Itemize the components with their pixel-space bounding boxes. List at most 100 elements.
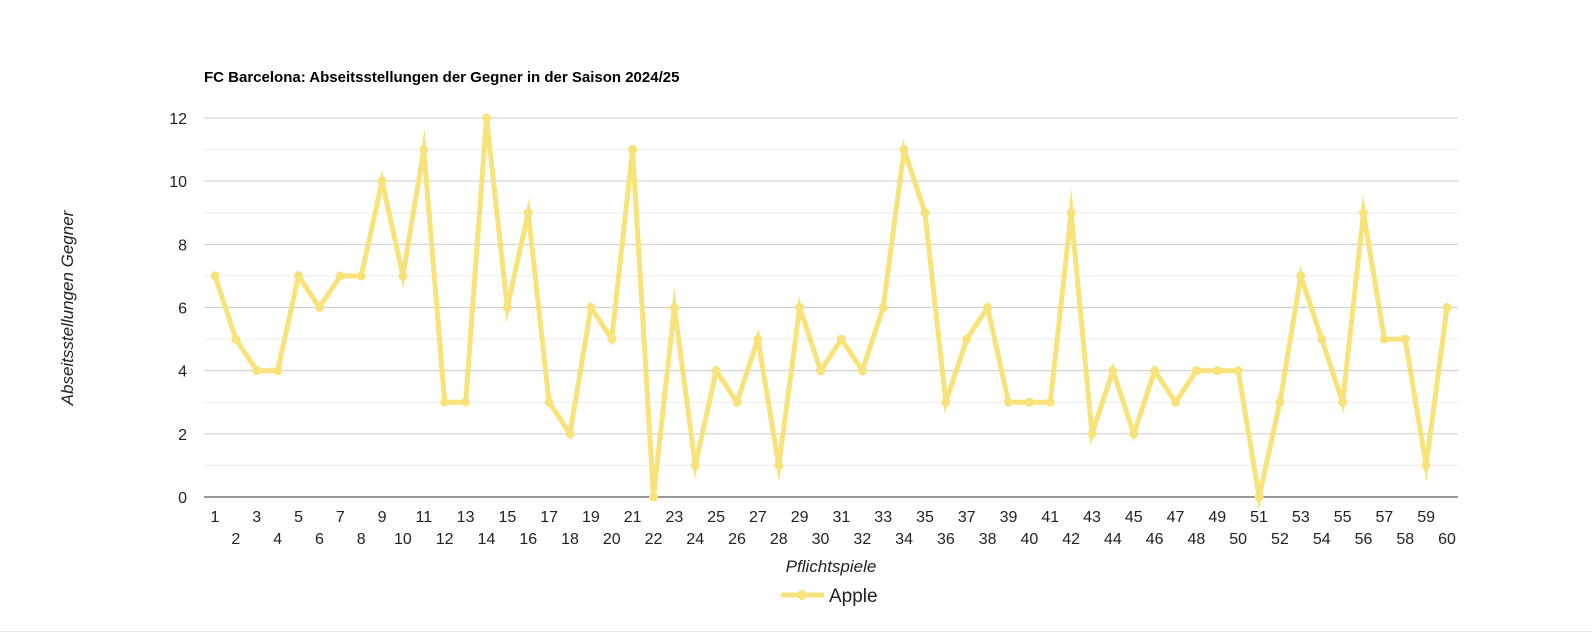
- data-point[interactable]: [377, 176, 387, 186]
- x-tick-label: 14: [478, 531, 496, 548]
- x-tick-label: 44: [1104, 531, 1122, 548]
- data-point[interactable]: [690, 460, 700, 470]
- data-point[interactable]: [711, 366, 721, 376]
- y-tick-label: 6: [178, 301, 187, 318]
- data-point[interactable]: [544, 397, 554, 407]
- y-tick-label: 10: [169, 174, 187, 191]
- data-point[interactable]: [1212, 366, 1222, 376]
- y-tick-label: 12: [169, 111, 187, 128]
- data-point[interactable]: [857, 366, 867, 376]
- data-point[interactable]: [314, 303, 324, 312]
- data-point[interactable]: [1150, 366, 1160, 376]
- data-point[interactable]: [836, 334, 846, 344]
- data-point[interactable]: [962, 334, 972, 344]
- x-tick-label: 2: [231, 531, 240, 548]
- data-point[interactable]: [649, 492, 659, 502]
- data-point[interactable]: [774, 460, 784, 470]
- data-point[interactable]: [1066, 208, 1076, 218]
- x-tick-label: 25: [707, 509, 725, 526]
- x-tick-label: 7: [336, 509, 345, 526]
- x-tick-label: 45: [1125, 509, 1143, 526]
- legend-label: Apple: [829, 586, 878, 607]
- data-point[interactable]: [294, 271, 304, 281]
- data-point[interactable]: [941, 397, 951, 407]
- data-point[interactable]: [419, 145, 429, 155]
- x-tick-label: 24: [686, 531, 704, 548]
- data-point[interactable]: [1191, 366, 1201, 376]
- data-point[interactable]: [356, 271, 366, 281]
- x-tick-label: 28: [770, 531, 788, 548]
- data-point[interactable]: [252, 366, 262, 376]
- data-point[interactable]: [461, 397, 471, 407]
- data-point[interactable]: [1129, 429, 1139, 439]
- x-tick-label: 43: [1083, 509, 1101, 526]
- x-tick-label: 46: [1146, 531, 1164, 548]
- x-tick-label: 60: [1438, 531, 1456, 548]
- data-point[interactable]: [899, 145, 909, 155]
- x-tick-label: 18: [561, 531, 579, 548]
- data-point[interactable]: [1087, 429, 1097, 439]
- data-point[interactable]: [816, 366, 826, 376]
- x-tick-label: 22: [645, 531, 663, 548]
- data-point[interactable]: [1024, 397, 1034, 407]
- data-point[interactable]: [586, 303, 596, 312]
- x-axis-ticks: 1234567891011121314151617181920212223242…: [211, 509, 1456, 548]
- data-point[interactable]: [878, 303, 888, 312]
- data-point[interactable]: [335, 271, 345, 281]
- data-point[interactable]: [669, 303, 679, 312]
- data-point[interactable]: [523, 208, 533, 218]
- x-tick-label: 23: [665, 509, 683, 526]
- data-point[interactable]: [1045, 397, 1055, 407]
- x-tick-label: 38: [979, 531, 997, 548]
- data-point[interactable]: [1254, 492, 1264, 502]
- x-tick-label: 19: [582, 509, 600, 526]
- data-point[interactable]: [565, 429, 575, 439]
- data-point[interactable]: [1338, 397, 1348, 407]
- data-point[interactable]: [1233, 366, 1243, 376]
- data-point[interactable]: [920, 208, 930, 218]
- data-point[interactable]: [1003, 397, 1013, 407]
- data-point[interactable]: [795, 303, 805, 312]
- data-point[interactable]: [210, 271, 220, 281]
- x-tick-label: 50: [1229, 531, 1247, 548]
- data-point[interactable]: [607, 334, 617, 344]
- x-tick-label: 37: [958, 509, 976, 526]
- data-point[interactable]: [732, 397, 742, 407]
- x-tick-label: 57: [1375, 509, 1393, 526]
- x-tick-label: 6: [315, 531, 324, 548]
- data-point[interactable]: [1275, 397, 1285, 407]
- data-point[interactable]: [1358, 208, 1368, 218]
- data-point[interactable]: [1296, 271, 1306, 281]
- data-point[interactable]: [1442, 303, 1452, 312]
- x-tick-label: 15: [498, 509, 516, 526]
- x-tick-label: 36: [937, 531, 955, 548]
- data-point[interactable]: [983, 303, 993, 312]
- data-point[interactable]: [1317, 334, 1327, 344]
- y-axis-ticks: 0 2 4 6 8 10 12: [169, 111, 187, 507]
- data-point[interactable]: [440, 397, 450, 407]
- x-tick-label: 9: [378, 509, 387, 526]
- x-tick-label: 8: [357, 531, 366, 548]
- data-point[interactable]: [231, 334, 241, 344]
- gridlines: [204, 117, 1458, 466]
- legend[interactable]: Apple: [780, 586, 878, 607]
- data-point[interactable]: [1379, 334, 1389, 344]
- x-tick-label: 53: [1292, 509, 1310, 526]
- data-point[interactable]: [1400, 334, 1410, 344]
- data-point[interactable]: [1171, 397, 1181, 407]
- data-point[interactable]: [753, 334, 763, 344]
- series-line: [212, 117, 1450, 511]
- data-point[interactable]: [398, 271, 408, 281]
- x-tick-label: 47: [1167, 509, 1185, 526]
- data-point[interactable]: [628, 145, 638, 155]
- y-tick-label: 4: [178, 364, 187, 381]
- x-tick-label: 13: [457, 509, 475, 526]
- data-point[interactable]: [1108, 366, 1118, 376]
- x-tick-label: 21: [624, 509, 642, 526]
- data-point[interactable]: [481, 113, 491, 123]
- data-point[interactable]: [502, 303, 512, 312]
- y-axis-label: Abseitsstellungen Gegner: [58, 209, 77, 406]
- data-point[interactable]: [1421, 460, 1431, 470]
- data-point[interactable]: [273, 366, 283, 376]
